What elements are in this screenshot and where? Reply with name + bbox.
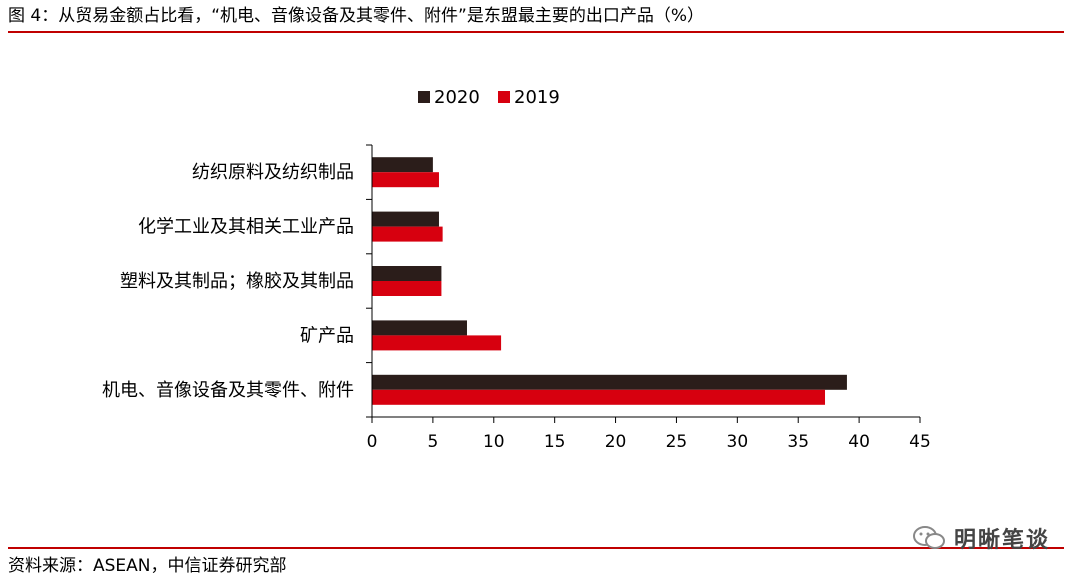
bar-2019-4 — [372, 389, 826, 405]
bar-2019-3 — [372, 335, 502, 351]
bar-2019-0 — [372, 172, 439, 188]
x-tick-label-5: 25 — [666, 432, 688, 452]
category-label-1: 化学工业及其相关工业产品 — [138, 217, 354, 238]
x-tick-label-3: 15 — [544, 432, 566, 452]
category-label-2: 塑料及其制品；橡胶及其制品 — [120, 271, 354, 292]
legend-label-2020: 2020 — [434, 87, 480, 108]
x-tick-label-7: 35 — [787, 432, 809, 452]
x-tick-label-1: 5 — [427, 432, 438, 452]
category-label-0: 纺织原料及纺织制品 — [192, 162, 354, 183]
bar-2020-3 — [372, 320, 467, 336]
source-note: 资料来源：ASEAN，中信证券研究部 — [8, 556, 287, 576]
figure-title: 图 4：从贸易金额占比看，“机电、音像设备及其零件、附件”是东盟最主要的出口产品… — [8, 6, 704, 26]
category-label-4: 机电、音像设备及其零件、附件 — [102, 380, 354, 401]
x-tick-label-2: 10 — [483, 432, 505, 452]
x-tick-label-6: 30 — [727, 432, 749, 452]
legend-label-2019: 2019 — [514, 87, 560, 108]
legend-swatch-2019 — [498, 91, 510, 103]
bar-2020-2 — [372, 266, 442, 281]
x-tick-label-0: 0 — [367, 432, 378, 452]
bar-2020-4 — [372, 374, 847, 390]
category-label-3: 矿产品 — [300, 325, 354, 346]
bar-2019-2 — [372, 281, 442, 296]
bottom-divider — [8, 547, 1064, 549]
watermark-text: 明晰笔谈 — [953, 528, 1050, 553]
bar-2019-1 — [372, 226, 443, 242]
watermark: 明晰笔谈 — [912, 520, 1050, 556]
wechat-icon — [912, 526, 945, 549]
x-tick-label-9: 45 — [909, 432, 931, 452]
bar-2020-0 — [372, 157, 433, 173]
x-tick-label-4: 20 — [605, 432, 627, 452]
legend-swatch-2020 — [418, 91, 430, 103]
x-tick-label-8: 40 — [848, 432, 870, 452]
bar-2020-1 — [372, 211, 439, 227]
bar-chart: 2020 2019 纺织原料及纺织制品化学工业及其相关工业产品塑料及其制品；橡胶及其… — [102, 87, 931, 452]
top-divider — [8, 31, 1064, 33]
